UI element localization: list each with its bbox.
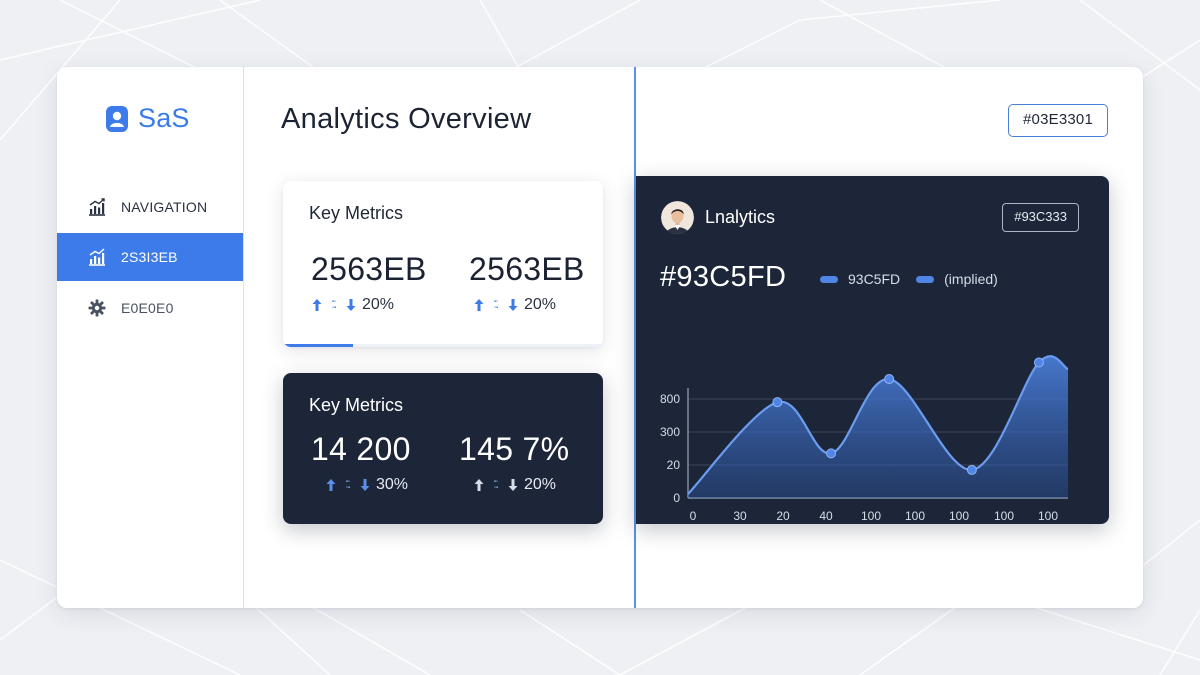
sidebar-item-label: NAVIGATION: [121, 199, 208, 215]
metric-value: 2563EB: [311, 251, 427, 287]
x-tick-label: 0: [690, 509, 697, 523]
card-progress-track: [283, 344, 603, 347]
avatar[interactable]: [661, 201, 694, 234]
data-point: [884, 374, 895, 385]
metric-change: ▪▫ ▫▪ 20%: [469, 296, 585, 314]
color-tag-button[interactable]: #03E3301: [1007, 104, 1108, 137]
x-tick-label: 40: [819, 509, 833, 523]
card-progress-fill: [283, 344, 354, 347]
legend-item[interactable]: 93C5FD: [820, 271, 900, 287]
dashboard-window: SaS NAVIGATION 2S3I3E: [57, 67, 1143, 608]
metric-change: ▪▫ ▫▪ 20%: [311, 296, 427, 314]
metric-4: 145 7% ▪▫ ▫▪ 20%: [459, 431, 569, 494]
card-title: Key Metrics: [309, 395, 404, 415]
data-point: [1033, 357, 1044, 368]
brand[interactable]: SaS: [105, 103, 190, 134]
tiny-glyph-icon: ▪▫ ▫▪: [345, 479, 351, 491]
user-badge-icon: [106, 105, 128, 132]
data-point: [966, 464, 977, 475]
legend-swatch: [916, 275, 935, 283]
arrow-up-icon: [474, 479, 484, 491]
metric-change-value: 30%: [376, 476, 409, 493]
metric-change-value: 20%: [524, 296, 557, 313]
y-tick-label: 0: [673, 491, 680, 505]
arrow-up-icon: [326, 479, 336, 491]
legend-swatch: [820, 275, 838, 283]
metric-change-value: 20%: [362, 296, 395, 313]
arrow-up-icon: [474, 299, 484, 311]
sidebar-item-settings[interactable]: E0E0E0: [57, 284, 243, 332]
y-tick-label: 300: [660, 425, 680, 439]
analytics-column: #03E3301 Lnalytics #93C333 #93C5FD 93C5F: [636, 67, 1143, 608]
arrow-down-icon: [508, 479, 518, 491]
panel-badge[interactable]: #93C333: [1002, 203, 1079, 232]
arrow-up-icon: [312, 299, 322, 311]
metric-value: 145 7%: [459, 431, 570, 467]
tiny-glyph-icon: ▪▫ ▫▪: [493, 479, 499, 491]
y-tick-label: 800: [660, 392, 680, 406]
area-chart: 0 20 300 800 0 30 20 40 100 100 100 100 100: [660, 355, 1069, 523]
x-tick-label: 30: [733, 509, 747, 523]
legend-label: (implied): [944, 271, 998, 287]
x-tick-label: 100: [949, 509, 969, 523]
column-divider: [634, 67, 636, 608]
metric-value: 14 200: [311, 431, 411, 467]
gear-icon: [88, 299, 106, 317]
x-tick-label: 100: [905, 509, 925, 523]
x-tick-label: 20: [776, 509, 790, 523]
sidebar-item-label: E0E0E0: [121, 300, 174, 316]
arrow-down-icon: [346, 299, 356, 311]
series-area: [688, 356, 1068, 498]
x-tick-label: 100: [1038, 509, 1058, 523]
brand-name: SaS: [138, 103, 190, 133]
legend-item[interactable]: (implied): [916, 271, 998, 287]
metric-value: 2563EB: [469, 251, 585, 287]
chart-legend: 93C5FD (implied): [820, 271, 1004, 287]
analytics-panel: Lnalytics #93C333 #93C5FD 93C5FD (implie…: [636, 176, 1109, 524]
metric-change: ▪▫ ▫▪ 20%: [459, 476, 569, 494]
x-tick-label: 100: [994, 509, 1014, 523]
tiny-glyph-icon: ▪▫ ▫▪: [493, 299, 499, 311]
panel-title: Lnalytics: [705, 207, 776, 227]
key-metrics-card-dark[interactable]: Key Metrics 14 200 ▪▫ ▫▪ 30% 145 7% ▪▫ ▫▪ …: [283, 373, 603, 524]
tiny-glyph-icon: ▪▫ ▫▪: [331, 299, 337, 311]
arrow-down-icon: [360, 479, 370, 491]
person-avatar-icon: [661, 201, 694, 234]
data-point: [826, 448, 837, 459]
arrow-down-icon: [508, 299, 518, 311]
sidebar: SaS NAVIGATION 2S3I3E: [57, 67, 244, 608]
chart-icon: [89, 248, 105, 266]
y-tick-label: 20: [667, 458, 681, 472]
x-tick-label: 100: [861, 509, 881, 523]
key-metrics-card-light[interactable]: Key Metrics 2563EB ▪▫ ▫▪ 20% 2563EB ▪▫ ▫▪ …: [283, 181, 603, 347]
chart-icon: [89, 198, 105, 216]
page-title: Analytics Overview: [281, 103, 532, 135]
metric-1: 2563EB ▪▫ ▫▪ 20%: [311, 251, 427, 314]
legend-label: 93C5FD: [848, 271, 901, 287]
data-point: [772, 397, 783, 408]
metric-change-value: 20%: [524, 476, 557, 493]
sidebar-item-active[interactable]: 2S3I3EB: [57, 233, 243, 281]
metric-change: ▪▫ ▫▪ 30%: [311, 476, 411, 494]
sidebar-item-label: 2S3I3EB: [121, 249, 178, 265]
sidebar-item-navigation[interactable]: NAVIGATION: [57, 183, 243, 231]
metric-3: 14 200 ▪▫ ▫▪ 30%: [311, 431, 411, 494]
main-column: Analytics Overview Key Metrics 2563EB ▪▫…: [245, 67, 634, 608]
card-title: Key Metrics: [309, 203, 404, 223]
panel-big-value: #93C5FD: [660, 261, 787, 293]
metric-2: 2563EB ▪▫ ▫▪ 20%: [469, 251, 585, 314]
